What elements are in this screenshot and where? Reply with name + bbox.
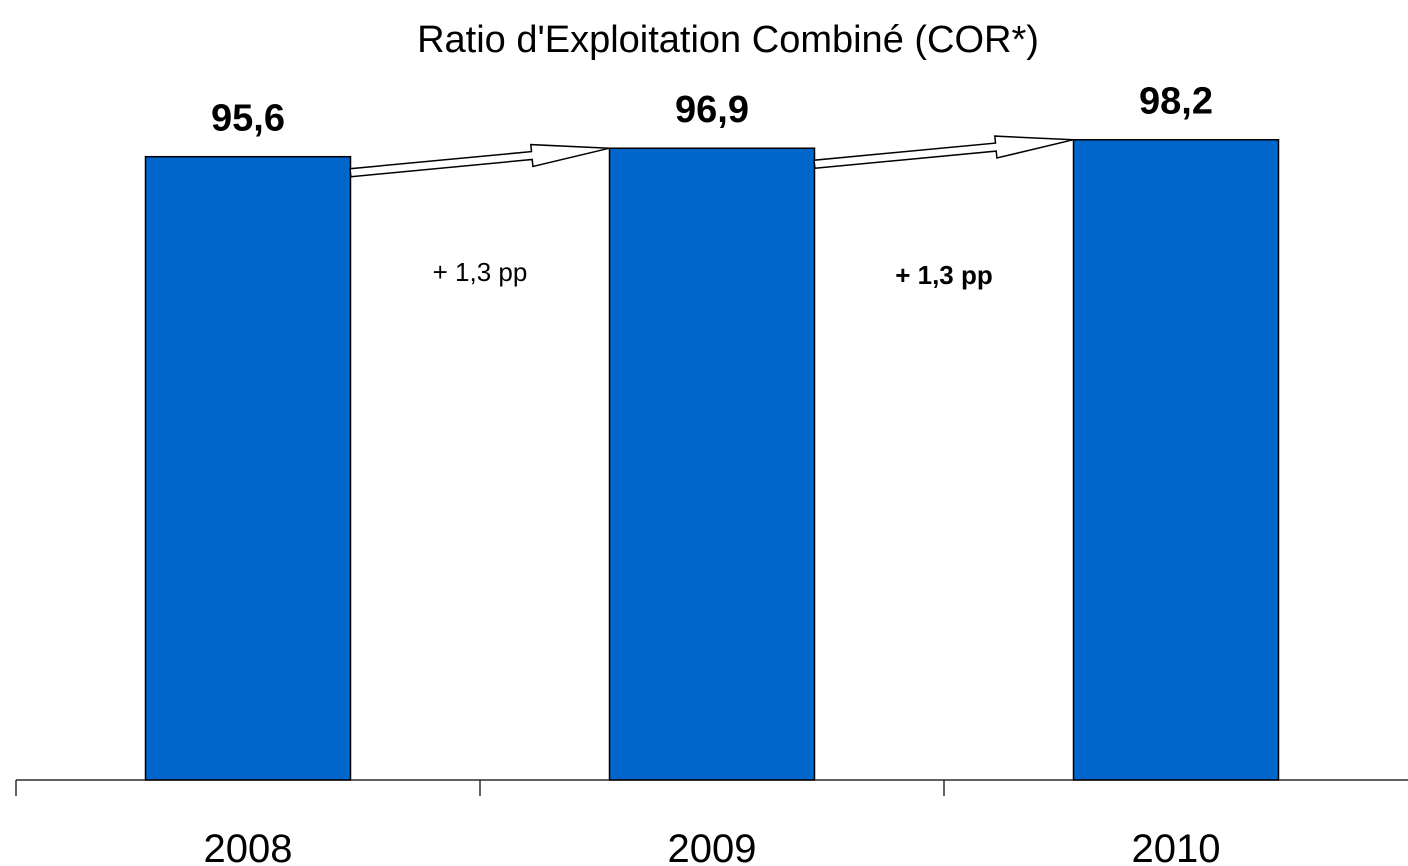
delta-label-2008-2009: + 1,3 pp (433, 257, 528, 287)
x-axis (15, 779, 1408, 796)
arrow-2009-2010 (813, 135, 1074, 170)
arrow-2008-2009 (349, 143, 610, 178)
bar-2009 (608, 147, 816, 781)
delta-label-2009-2010: + 1,3 pp (895, 260, 993, 290)
bar-2010 (1072, 138, 1280, 781)
value-label-2008: 95,6 (211, 98, 285, 140)
tick-label-2008: 2008 (204, 827, 293, 866)
bars-layer (144, 138, 1280, 781)
bar-2008 (144, 155, 352, 781)
labels-layer: 95,6 2008 96,9 2009 98,2 2010 + 1,3 pp + 1,3 pp (204, 81, 1221, 866)
chart-title: Ratio d'Exploitation Combiné (COR*) (417, 19, 1039, 61)
tick-label-2009: 2009 (668, 827, 757, 866)
arrows-layer (349, 135, 1074, 178)
tick-label-2010: 2010 (1132, 827, 1221, 866)
value-label-2009: 96,9 (675, 89, 749, 131)
value-label-2010: 98,2 (1139, 81, 1213, 123)
